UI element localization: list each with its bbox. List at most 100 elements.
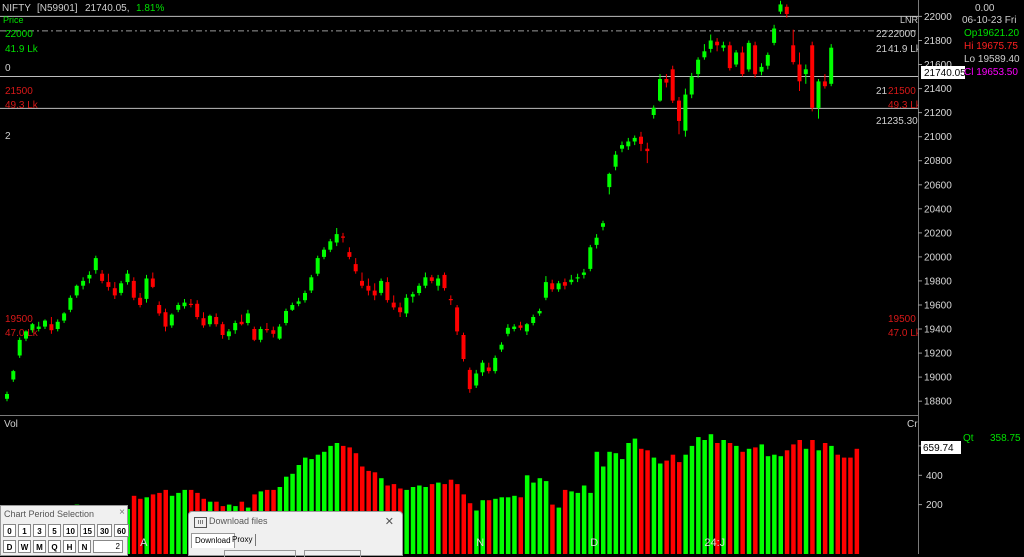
candle-body (734, 52, 739, 65)
candle-body (188, 303, 193, 305)
price-tick-label-20000: 20000 (924, 252, 952, 263)
candle-body (797, 64, 802, 82)
volume-bar (334, 443, 340, 554)
candle-body (43, 320, 47, 327)
period-week-button[interactable]: W (18, 540, 31, 553)
pane-two-label: 2 (5, 131, 11, 142)
candle-body (759, 66, 764, 72)
lnr-label: LNR (900, 15, 919, 25)
volume-bar (746, 448, 752, 554)
candle-body (613, 154, 618, 167)
volume-tick-label-400: 400 (926, 471, 943, 482)
candle-body (480, 362, 485, 373)
price-tick-label-21600: 21600 (924, 60, 952, 71)
candle-body (645, 148, 650, 152)
candle-body (550, 283, 555, 290)
candle-body (81, 280, 86, 286)
candle-body (131, 280, 136, 298)
period-10-button[interactable]: 10 (63, 524, 78, 537)
period-3-button[interactable]: 3 (33, 524, 46, 537)
volume-bar (651, 457, 657, 554)
info-top-value: 0.00 (975, 3, 995, 14)
volume-bar (562, 489, 568, 554)
period-n-button[interactable]: N (78, 540, 91, 553)
candle-body (664, 79, 669, 83)
volume-bar (664, 460, 669, 554)
candle-body (74, 285, 79, 296)
candle-body (55, 321, 60, 329)
price-pane[interactable] (0, 0, 918, 415)
candle-body (721, 45, 726, 48)
volume-bar (677, 462, 682, 554)
level-22000-left-price: 22000 (5, 29, 33, 40)
close-icon[interactable]: ✕ (384, 516, 394, 528)
volume-bar (854, 448, 860, 554)
candle-body (233, 323, 238, 331)
period-0-button[interactable]: 0 (3, 524, 16, 537)
candle-body (601, 223, 605, 227)
volume-bar (797, 440, 802, 554)
info-date: 06-10-23 Fri (962, 15, 1016, 26)
candle-body (379, 280, 384, 293)
volume-bar (810, 440, 815, 554)
candle-body (62, 313, 67, 321)
candle-body (404, 297, 409, 314)
period-1-button[interactable]: 1 (18, 524, 31, 537)
volume-bar (360, 466, 365, 554)
period-5-button[interactable]: 5 (48, 524, 61, 537)
candle-body (505, 327, 510, 334)
candle-body (322, 249, 326, 257)
price-pane-label: Price (3, 15, 24, 25)
candle-body (87, 274, 92, 279)
period-count-input[interactable] (93, 540, 123, 553)
candle-body (512, 326, 517, 329)
volume-bar (512, 495, 517, 554)
volume-bar (410, 487, 416, 554)
candle-body (138, 297, 143, 305)
price-tick-label-20800: 20800 (924, 156, 952, 167)
candle-body (772, 28, 777, 43)
volume-bar (537, 478, 543, 554)
period-day-button[interactable]: D (3, 540, 16, 553)
candle-body (36, 326, 41, 329)
candle-body (182, 302, 187, 307)
price-axis-ticks: 18800 19000 19200 19400 19600 19800 20000 20200… (918, 12, 952, 408)
period-60-button[interactable]: 60 (114, 524, 129, 537)
candle-body (341, 236, 345, 238)
tab-separator (255, 534, 256, 546)
period-quarter-button[interactable]: Q (48, 540, 61, 553)
candle-body (315, 258, 320, 274)
candle-body (201, 318, 206, 326)
period-30-button[interactable]: 30 (97, 524, 112, 537)
candle-body (829, 47, 834, 84)
candle-body (290, 305, 295, 310)
tab-proxy[interactable]: Proxy (232, 535, 253, 544)
candle-body (543, 282, 548, 298)
volume-tag-box (921, 441, 961, 454)
candle-body (417, 285, 422, 293)
candle-body (803, 69, 808, 75)
volume-bar (486, 500, 492, 554)
candle-body (157, 305, 162, 314)
candle-body (429, 277, 434, 281)
candle-body (474, 373, 479, 386)
info-high: Hi 19675.75 (964, 41, 1018, 52)
volume-bar (436, 482, 441, 554)
volume-bar (448, 479, 454, 554)
volume-bar (404, 489, 409, 554)
candle-body (537, 311, 542, 314)
price-tick-label-20400: 20400 (924, 204, 952, 215)
period-month-button[interactable]: M (33, 540, 46, 553)
candle-body (461, 335, 466, 359)
candle-body (556, 283, 561, 290)
price-tick-label-18800: 18800 (924, 397, 952, 408)
volume-bar (772, 454, 777, 554)
close-icon[interactable]: × (119, 507, 125, 518)
volume-bar (721, 440, 726, 554)
period-halfyear-button[interactable]: H (63, 540, 76, 553)
info-low: Lo 19589.40 (964, 54, 1020, 65)
tab-download[interactable]: Download (191, 533, 235, 548)
volume-bar (740, 451, 745, 554)
period-15-button[interactable]: 15 (80, 524, 95, 537)
